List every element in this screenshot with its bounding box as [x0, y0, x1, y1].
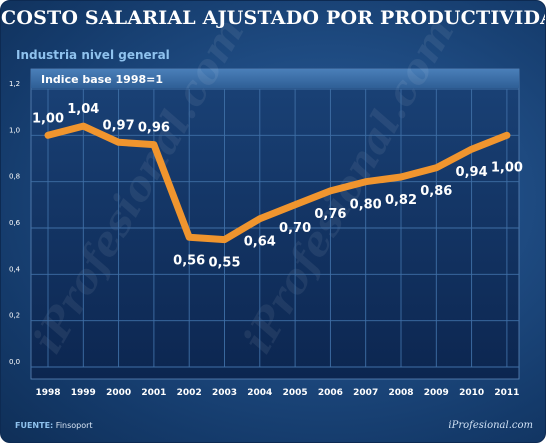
data-label: 0,80 — [350, 198, 382, 213]
data-label: 1,04 — [67, 102, 99, 117]
y-tick-label: 1,2 — [9, 80, 20, 88]
data-label: 0,96 — [138, 121, 170, 136]
x-tick-label: 2006 — [318, 388, 343, 398]
x-tick-label: 2009 — [424, 388, 449, 398]
x-tick-label: 2010 — [459, 388, 484, 398]
x-tick-label: 2003 — [212, 388, 237, 398]
data-label: 0,86 — [420, 184, 452, 199]
y-tick-label: 0,4 — [9, 265, 21, 273]
source-note: FUENTE: Finsoport — [15, 421, 93, 430]
x-tick-label: 2001 — [141, 388, 166, 398]
x-tick-label: 2011 — [494, 388, 519, 398]
data-label: 0,64 — [244, 235, 276, 250]
data-label: 0,56 — [173, 253, 205, 268]
x-tick-label: 2007 — [353, 388, 378, 398]
brand-logo: iProfesional.com — [448, 420, 533, 431]
x-tick-label: 2005 — [283, 388, 308, 398]
header-band — [31, 69, 519, 88]
y-tick-label: 0,0 — [9, 358, 20, 366]
data-label: 0,55 — [208, 256, 240, 271]
chart-title: COSTO SALARIAL AJUSTADO POR PRODUCTIVIDA… — [1, 7, 546, 29]
data-label: 0,82 — [385, 193, 417, 208]
x-tick-label: 2004 — [247, 388, 272, 398]
y-tick-label: 1,0 — [9, 126, 20, 134]
source-value: Finsoport — [55, 421, 93, 430]
x-tick-label: 2002 — [177, 388, 202, 398]
data-label: 0,76 — [314, 207, 346, 222]
data-label: 1,00 — [491, 160, 523, 175]
x-tick-label: 2000 — [106, 388, 131, 398]
chart-subtitle: Industria nivel general — [16, 48, 170, 62]
y-tick-label: 0,8 — [9, 173, 20, 181]
series-line — [44, 122, 511, 244]
data-label: 1,00 — [32, 111, 64, 126]
data-label: 0,70 — [279, 221, 311, 236]
source-label: FUENTE: — [15, 421, 54, 430]
x-tick-label: 1999 — [71, 388, 96, 398]
y-tick-label: 0,6 — [9, 219, 21, 227]
y-tick-label: 0,2 — [9, 312, 20, 320]
x-tick-label: 2008 — [388, 388, 413, 398]
x-tick-label: 1998 — [35, 388, 60, 398]
data-label: 0,97 — [103, 118, 135, 133]
plot-area — [30, 68, 520, 380]
data-label: 0,94 — [456, 165, 488, 180]
index-base-label: Indice base 1998=1 — [41, 73, 163, 86]
